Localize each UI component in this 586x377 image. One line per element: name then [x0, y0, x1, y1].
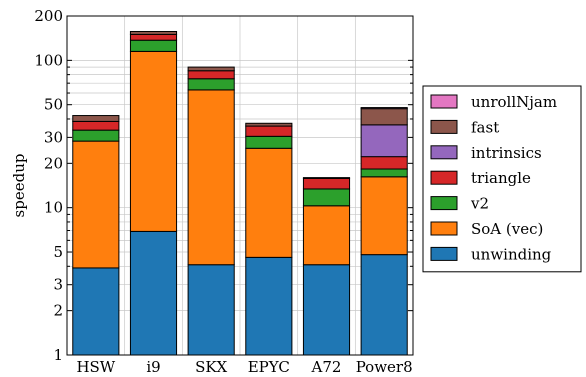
bar-segment-unwinding-hsw	[73, 268, 119, 355]
bar-segment-triangle-skx	[188, 71, 234, 79]
legend-swatch	[431, 95, 457, 108]
bar-segment-triangle-epyc	[246, 126, 292, 136]
bar-segment-triangle-i9	[130, 34, 176, 40]
legend-swatch	[431, 247, 457, 260]
bar-segment-v2-skx	[188, 79, 234, 90]
y-tick-label: 1	[53, 346, 63, 364]
bar-segment-unrollnjam-power8	[361, 108, 407, 109]
legend-swatch	[431, 120, 457, 133]
bar-segment-unwinding-epyc	[246, 257, 292, 355]
bar-segment-fast-i9	[130, 31, 176, 34]
bar-segment-soa-vec-hsw	[73, 141, 119, 268]
y-tick-label: 200	[34, 7, 63, 25]
bar-segment-v2-a72	[303, 189, 349, 206]
y-axis-label: speedup	[10, 154, 28, 218]
y-tick-label: 10	[44, 199, 63, 217]
bar-segment-v2-epyc	[246, 136, 292, 148]
legend-label: SoA (vec)	[471, 220, 543, 238]
y-tick-label: 30	[44, 128, 63, 146]
bar-segment-soa-vec-a72	[303, 206, 349, 265]
y-tick-label: 50	[44, 96, 63, 114]
bar-segment-triangle-power8	[361, 157, 407, 169]
y-tick-label: 3	[53, 276, 63, 294]
bar-segment-soa-vec-epyc	[246, 148, 292, 257]
x-tick-label: A72	[311, 358, 342, 376]
y-tick-label: 2	[53, 302, 63, 320]
bar-segment-unwinding-i9	[130, 231, 176, 355]
bar-segment-v2-hsw	[73, 130, 119, 141]
bar-segment-intrinsics-power8	[361, 125, 407, 157]
y-tick-label: 20	[44, 154, 63, 172]
legend-label: unwinding	[471, 245, 552, 263]
legend-swatch	[431, 222, 457, 235]
legend-swatch	[431, 146, 457, 159]
legend-label: fast	[471, 118, 499, 136]
x-tick-label: EPYC	[248, 358, 290, 376]
bar-segment-fast-epyc	[246, 123, 292, 126]
bar-segment-v2-i9	[130, 40, 176, 51]
bar-segment-triangle-a72	[303, 178, 349, 189]
bar-segment-v2-power8	[361, 169, 407, 177]
bar-segment-soa-vec-skx	[188, 90, 234, 265]
y-tick-label: 5	[53, 243, 63, 261]
legend-swatch	[431, 171, 457, 184]
x-tick-label: Power8	[356, 358, 413, 376]
legend: unrollNjam fast intrinsics triangle v2 SoA (v…	[423, 86, 581, 272]
bar-segment-fast-hsw	[73, 116, 119, 122]
bar-segment-unwinding-a72	[303, 265, 349, 355]
legend-label: v2	[470, 195, 489, 213]
legend-label: unrollNjam	[471, 93, 557, 111]
x-tick-label: SKX	[195, 358, 227, 376]
bar-segment-fast-a72	[303, 178, 349, 179]
bar-segment-triangle-hsw	[73, 121, 119, 130]
x-axis-ticks: HSW i9 SKX EPYC A72 Power8	[76, 358, 412, 376]
bar-segment-fast-skx	[188, 67, 234, 71]
bar-segment-soa-vec-i9	[130, 51, 176, 231]
x-tick-label: HSW	[76, 358, 115, 376]
x-tick-label: i9	[146, 358, 160, 376]
bar-segment-unwinding-skx	[188, 265, 234, 355]
legend-label: triangle	[471, 169, 531, 187]
legend-swatch	[431, 197, 457, 210]
bar-segment-fast-power8	[361, 109, 407, 125]
legend-label: intrinsics	[471, 144, 542, 162]
y-tick-label: 100	[34, 51, 63, 69]
bar-segment-soa-vec-power8	[361, 177, 407, 255]
bar-segment-unwinding-power8	[361, 255, 407, 355]
